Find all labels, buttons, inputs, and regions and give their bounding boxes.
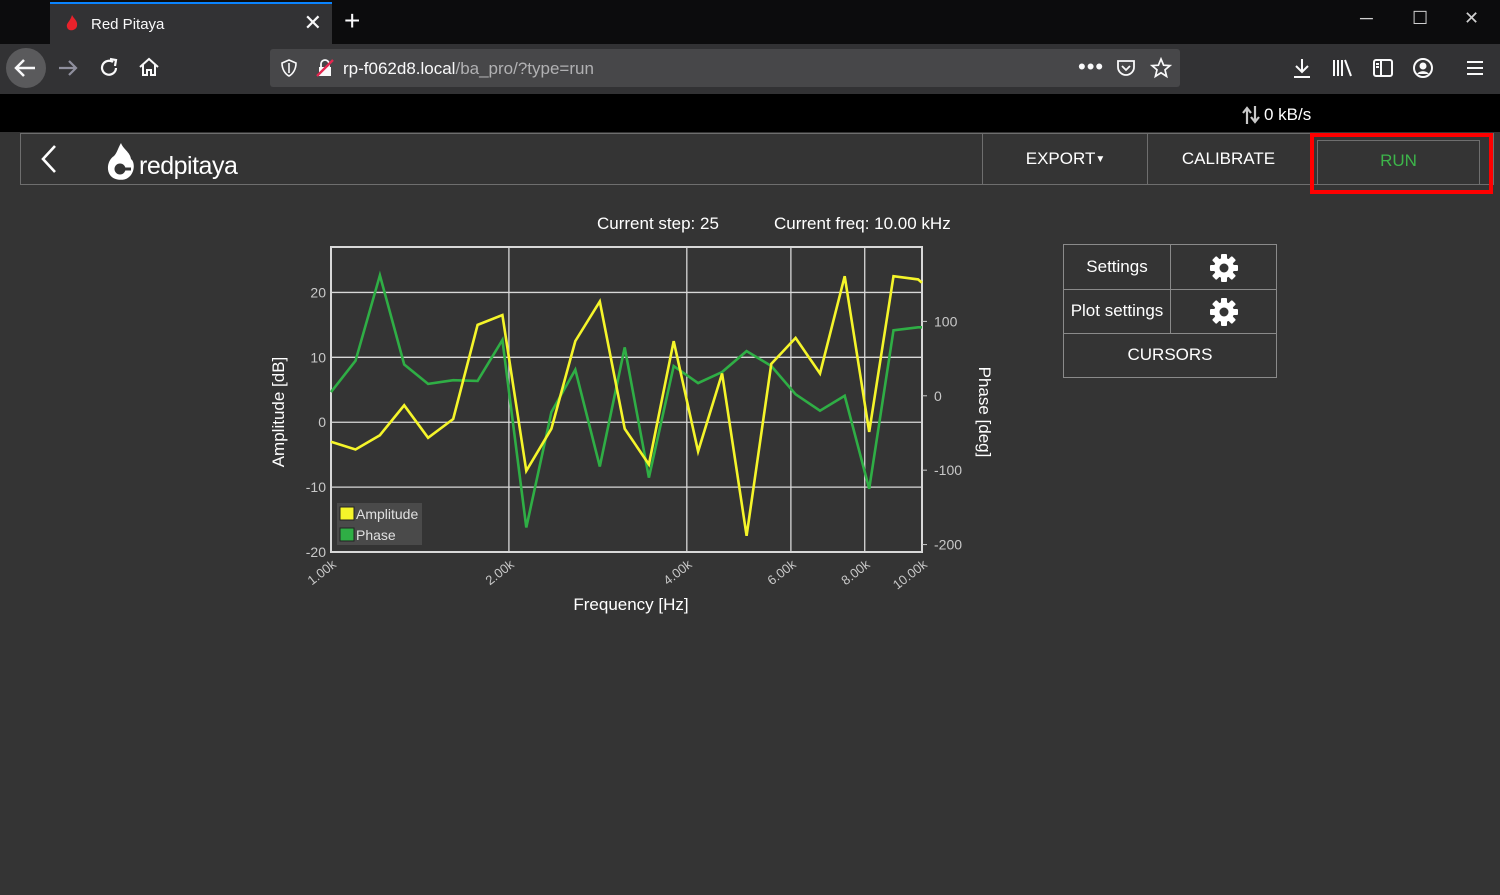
cursors-label: CURSORS: [1127, 345, 1213, 364]
library-icon[interactable]: [1330, 56, 1354, 80]
legend-amplitude-swatch: [339, 506, 355, 521]
export-button[interactable]: EXPORT▼: [982, 134, 1148, 184]
window-close-icon[interactable]: ✕: [1464, 8, 1480, 28]
legend-phase-swatch: [339, 527, 355, 542]
redpitaya-logo: redpitaya: [105, 142, 238, 187]
y2-tick-label: -100: [934, 462, 962, 478]
y2-tick-label: -200: [934, 537, 962, 553]
chart-legend: Amplitude Phase: [337, 503, 422, 545]
legend-phase-label: Phase: [356, 527, 396, 543]
plot-settings-button[interactable]: Plot settings: [1064, 290, 1171, 334]
side-panel: Settings Plot settings: [1063, 244, 1277, 378]
network-transfer-icon: [1242, 106, 1260, 124]
y2-axis-label: Phase [deg]: [975, 367, 994, 458]
new-tab-icon[interactable]: +: [344, 5, 361, 36]
back-arrow-icon: [14, 59, 35, 77]
logo-text: redpitaya: [139, 152, 238, 180]
x-tick-label: 2.00k: [482, 556, 517, 588]
x-tick-label: 1.00k: [305, 556, 340, 588]
settings-button[interactable]: Settings: [1064, 245, 1171, 290]
y-tick-label: 20: [310, 284, 326, 300]
app-header: redpitaya EXPORT▼ CALIBRATE: [20, 133, 1494, 185]
home-icon[interactable]: [137, 55, 161, 79]
downloads-icon[interactable]: [1290, 56, 1314, 80]
x-tick-label: 10.00k: [890, 556, 930, 592]
tab-title: Red Pitaya: [91, 16, 165, 33]
redpitaya-flame-icon: [107, 143, 134, 180]
run-label: RUN: [1380, 151, 1417, 170]
back-button[interactable]: [6, 48, 46, 88]
hamburger-menu-icon[interactable]: [1463, 56, 1487, 80]
x-tick-label: 4.00k: [660, 556, 695, 588]
browser-nav-bar: rp-f062d8.local/ba_pro/?type=run •••: [0, 44, 1500, 94]
forward-arrow-icon[interactable]: [56, 56, 80, 80]
y-tick-labels: -20 -10 0 10 20: [306, 284, 326, 560]
gear-icon: [1210, 298, 1238, 326]
y2-tick-label: 0: [934, 388, 942, 404]
browser-tab-strip: Red Pitaya ✕ + ─ ☐ ✕: [0, 0, 1500, 44]
run-button[interactable]: RUN: [1317, 140, 1480, 185]
y2-tick-labels: -200 -100 0 100: [922, 313, 962, 553]
plot-series: [329, 270, 923, 536]
calibrate-button[interactable]: CALIBRATE: [1147, 134, 1309, 184]
plot-settings-gear-button[interactable]: [1171, 290, 1276, 334]
sidebar-icon[interactable]: [1371, 56, 1395, 80]
page-actions-icon[interactable]: •••: [1078, 54, 1105, 79]
tab-close-icon[interactable]: ✕: [303, 10, 322, 35]
y-tick-label: -10: [306, 479, 326, 495]
pocket-icon[interactable]: [1116, 58, 1136, 78]
network-status-bar: 0 kB/s: [0, 94, 1500, 132]
y-axis-label: Amplitude [dB]: [269, 357, 288, 468]
cursors-button[interactable]: CURSORS: [1064, 334, 1276, 377]
y2-tick-label: 100: [934, 313, 958, 329]
maximize-icon[interactable]: ☐: [1412, 8, 1429, 28]
url-text: rp-f062d8.local/ba_pro/?type=run: [343, 59, 594, 79]
legend-amplitude-label: Amplitude: [356, 506, 418, 522]
url-bar[interactable]: rp-f062d8.local/ba_pro/?type=run •••: [270, 49, 1180, 87]
account-icon[interactable]: [1411, 56, 1435, 80]
insecure-lock-icon[interactable]: [316, 59, 334, 77]
gear-icon: [1210, 254, 1238, 282]
shield-icon[interactable]: [280, 59, 298, 77]
current-step: Current step: 25: [597, 214, 719, 233]
y-tick-label: 10: [310, 349, 326, 365]
plot-frame: [330, 246, 923, 553]
calibrate-label: CALIBRATE: [1181, 149, 1276, 168]
url-host: rp-f062d8.local: [343, 59, 456, 78]
amplitude-series-line: [330, 274, 923, 536]
x-axis-label: Frequency [Hz]: [573, 595, 688, 614]
browser-tab[interactable]: Red Pitaya ✕: [50, 2, 332, 44]
reload-icon[interactable]: [97, 56, 121, 80]
x-tick-label: 8.00k: [838, 556, 873, 588]
x-tick-label: 6.00k: [764, 556, 799, 588]
settings-gear-button[interactable]: [1171, 245, 1276, 290]
red-pitaya-favicon-icon: [66, 15, 78, 31]
app-back-chevron-icon[interactable]: [37, 143, 61, 175]
caret-down-icon: ▼: [1095, 154, 1106, 165]
x-tick-labels: 1.00k 2.00k 4.00k 6.00k 8.00k 10.00k: [305, 556, 931, 592]
plot-settings-label: Plot settings: [1070, 301, 1164, 320]
y-tick-label: -20: [306, 544, 326, 560]
minimize-icon[interactable]: ─: [1360, 8, 1373, 28]
current-freq: Current freq: 10.00 kHz: [774, 214, 951, 233]
url-path: /ba_pro/?type=run: [455, 59, 594, 78]
phase-series-line: [329, 270, 922, 528]
y-tick-label: 0: [318, 414, 326, 430]
export-label: EXPORT: [1025, 149, 1096, 168]
settings-label: Settings: [1086, 257, 1148, 276]
run-highlight-box: [1310, 133, 1493, 194]
network-rate: 0 kB/s: [1264, 105, 1312, 124]
bookmark-star-icon[interactable]: [1150, 57, 1172, 79]
